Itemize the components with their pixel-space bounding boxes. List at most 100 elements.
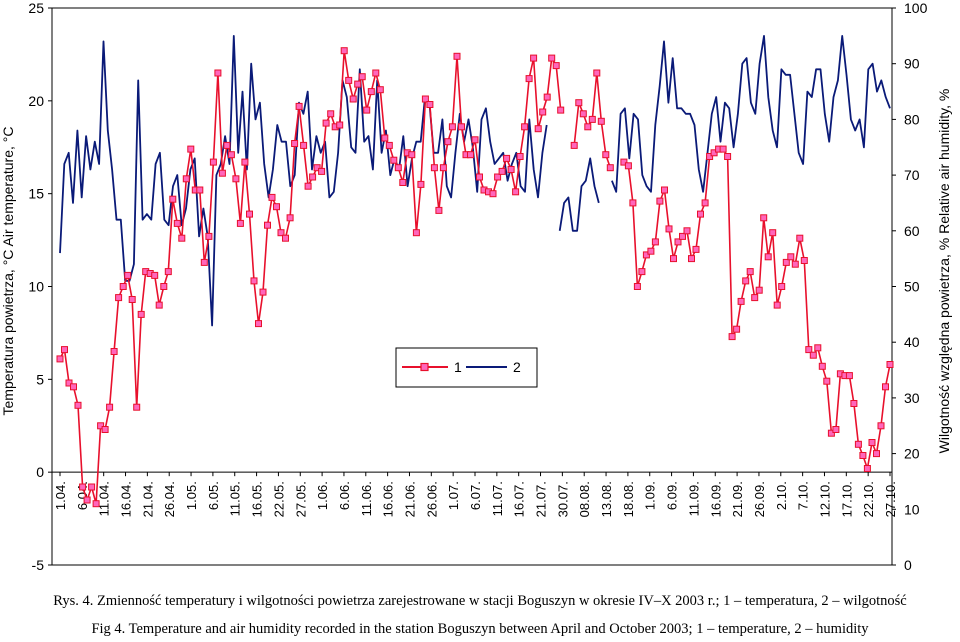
temperature-point [92,500,100,508]
temperature-point [83,496,91,504]
temperature-point [850,400,858,407]
temperature-point [133,403,141,411]
temperature-point [471,136,479,144]
temperature-point [742,277,750,285]
temperature-point [70,383,77,391]
temperature-point [421,95,429,103]
temperature-point [110,348,118,355]
temperature-point [778,283,786,290]
chart-axes: -5 0 5 10 15 20 25 0 10 20 30 40 50 60 70 80 90 100 1.04. 6… [28,0,927,573]
temperature-point [327,110,335,118]
left-axis-label: Temperatura powietrza, °C Air temperatur… [0,127,16,416]
temperature-point [670,255,677,263]
temperature-point [349,95,357,103]
temperature-point [525,75,533,83]
date-tick-label: 11.09. [686,481,701,516]
temperature-point [205,232,213,240]
date-tick-label: 18.08. [621,481,636,517]
date-tick-label: 21.09. [730,481,745,517]
figure-caption-english: Fig 4. Temperature and air humidity reco… [91,621,869,637]
temperature-point [868,439,876,446]
date-tick-label: 16.09. [708,481,723,517]
date-tick-label: 16.04. [119,481,134,517]
temperature-point [697,210,704,218]
temperature-point [313,164,321,172]
temperature-point [65,379,73,387]
temperature-point [661,186,668,194]
temperature-point [728,333,736,341]
temperature-point [214,69,222,77]
temperature-point [787,253,795,261]
temperature-point [448,123,456,131]
temperature-point [200,258,208,266]
date-tick-label: 17.10. [839,481,854,517]
left-tick-label: 25 [28,0,44,16]
temperature-point [534,125,542,133]
temperature-point [692,245,700,253]
temperature-point [453,52,461,60]
temperature-point [805,346,813,354]
temperature-point [367,88,375,96]
date-tick-label: 11.06. [359,481,374,516]
temperature-point [679,232,686,240]
date-tick-label: 16.05. [250,481,265,517]
right-axis-label: Wilgotność względna powietrza, % Relativ… [936,89,952,454]
temperature-point [733,325,741,333]
temperature-point [354,80,362,88]
temperature-point [286,214,294,222]
temperature-point [345,76,353,84]
right-tick-label: 60 [904,223,920,239]
temperature-point [760,214,768,222]
temperature-point [115,294,123,302]
temperature-point [372,69,380,77]
temperature-point [309,173,317,181]
temperature-point [701,199,709,207]
temperature-point [435,206,443,214]
temperature-point [439,164,447,172]
temperature-point [512,188,520,196]
temperature-point [160,283,168,290]
temperature-point [624,162,632,170]
temperature-point [79,483,87,491]
temperature-point [223,141,231,149]
temperature-point [674,238,682,246]
temperature-point [665,225,673,233]
temperature-point [882,383,889,391]
left-tick-label: 15 [28,186,44,202]
temperature-point [494,173,502,181]
temperature-point [489,190,497,198]
date-tick-label: 1.07. [446,481,461,510]
temperature-point [683,227,691,235]
date-tick-label: 12.10. [817,481,832,517]
right-tick-label: 80 [904,111,920,127]
left-tick-label: 20 [28,93,44,109]
temperature-point [827,429,835,437]
temperature-point [264,221,271,229]
right-tick-label: 30 [904,390,920,406]
left-tick-label: 5 [36,371,44,387]
date-tick-label: 16.06. [381,481,396,517]
temperature-point [236,219,244,227]
temperature-point [61,346,68,354]
temperature-point [137,310,145,318]
temperature-line-segment [59,49,562,505]
date-tick-label: 11.04. [97,481,112,516]
temperature-point [467,151,474,159]
temperature-point [277,229,285,237]
temperature-point [818,362,826,370]
temperature-point [597,117,605,125]
temperature-point [737,297,745,305]
temperature-point [823,377,831,385]
temperature-point [218,169,226,177]
temperature-point [300,141,308,149]
date-tick-label: 27.05. [293,481,308,517]
date-tick-label: 26.04. [162,481,177,517]
temperature-point [764,253,772,261]
temperature-point [358,73,366,81]
temperature-point [530,54,538,62]
temperature-point [169,195,177,203]
temperature-point [209,158,217,166]
temperature-point [255,320,262,328]
temperature-point [246,210,253,218]
temperature-point [710,149,718,157]
